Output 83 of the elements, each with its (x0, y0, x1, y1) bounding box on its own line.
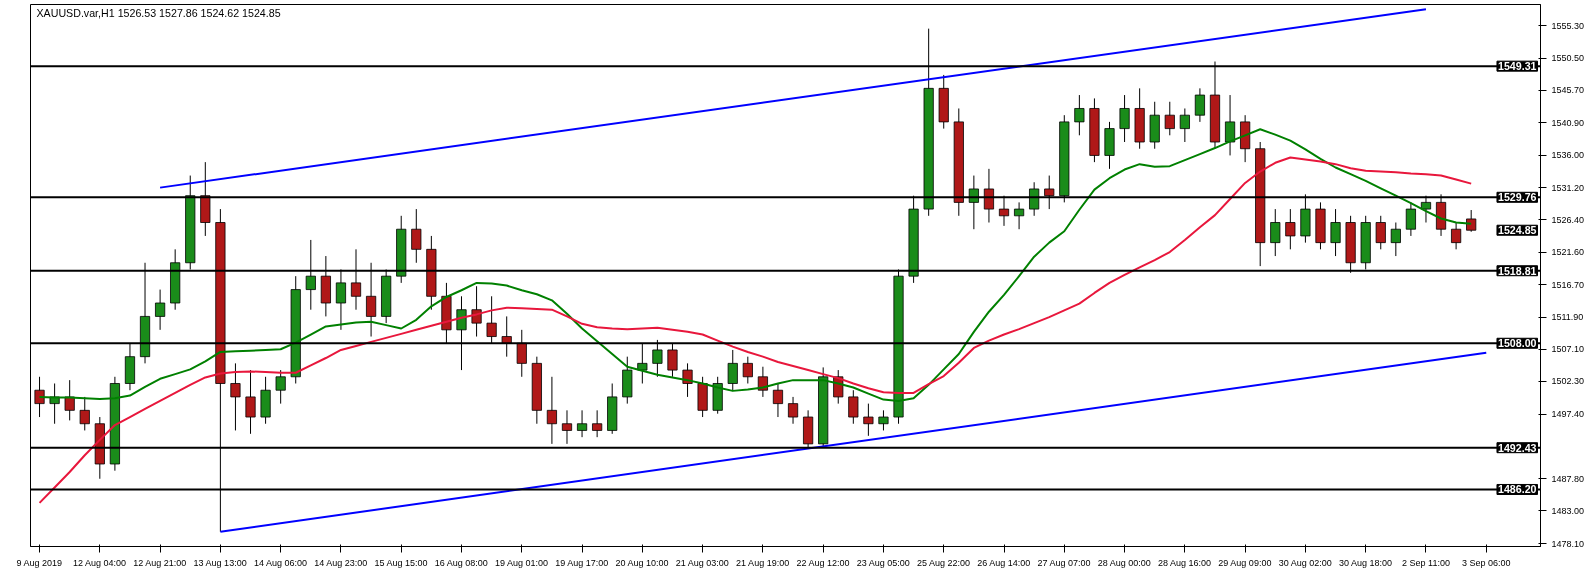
y-tick-label: 1483.00 (1551, 505, 1585, 516)
y-tick-label: 1497.40 (1551, 409, 1585, 420)
y-tick-label: 1531.20 (1551, 182, 1585, 193)
ref-line-label: 1492.43 (1497, 441, 1537, 454)
x-tick-label: 14 Aug 23:00 (314, 557, 368, 568)
x-tick-label: 21 Aug 19:00 (736, 557, 790, 568)
candlestick (1119, 94, 1130, 143)
x-tick-label: 28 Aug 16:00 (1158, 557, 1212, 568)
candlestick (727, 349, 738, 391)
x-tick-label: 30 Aug 18:00 (1338, 557, 1392, 568)
y-tick-label: 1526.40 (1551, 214, 1585, 225)
x-tick-label: 14 Aug 06:00 (253, 557, 307, 568)
candlestick (1270, 208, 1281, 257)
y-tick-label: 1502.30 (1551, 376, 1585, 387)
candlestick (1330, 208, 1341, 257)
x-tick-label: 30 Aug 02:00 (1278, 557, 1332, 568)
candlestick (787, 396, 799, 425)
y-tick-label: 1540.90 (1551, 117, 1585, 128)
y-tick-label: 1507.10 (1551, 344, 1585, 355)
candlestick (592, 409, 603, 438)
candlestick (848, 389, 859, 425)
candlestick (245, 369, 256, 435)
x-tick-label: 15 Aug 15:00 (374, 557, 428, 568)
ref-line-label: 1529.76 (1497, 191, 1537, 204)
ref-line-label: 1549.31 (1497, 60, 1537, 73)
candlestick (1014, 201, 1025, 230)
x-tick-label: 9 Aug 2019 (16, 557, 63, 568)
x-tick-label: 19 Aug 17:00 (555, 557, 609, 568)
y-tick-label: 1487.80 (1551, 473, 1585, 484)
candlestick (742, 356, 753, 384)
candlestick (1164, 101, 1175, 136)
x-tick-label: 29 Aug 09:00 (1218, 557, 1272, 568)
x-tick-label: 28 Aug 00:00 (1097, 557, 1151, 568)
ref-line-label: 1486.20 (1497, 483, 1537, 496)
x-tick-label: 12 Aug 04:00 (73, 557, 127, 568)
y-tick-label: 1536.00 (1551, 150, 1585, 161)
candlestick (1285, 208, 1296, 250)
y-tick-label: 1516.70 (1551, 279, 1585, 290)
x-tick-label: 21 Aug 03:00 (675, 557, 729, 568)
x-tick-label: 22 Aug 12:00 (796, 557, 850, 568)
y-tick-label: 1550.50 (1551, 53, 1585, 64)
x-tick-label: 20 Aug 10:00 (615, 557, 669, 568)
x-tick-label: 13 Aug 13:00 (193, 557, 247, 568)
x-tick-label: 16 Aug 08:00 (434, 557, 488, 568)
y-tick-label: 1511.90 (1551, 312, 1584, 323)
x-tick-label: 23 Aug 05:00 (856, 557, 910, 568)
candlestick (878, 409, 889, 431)
candlestick (546, 376, 557, 445)
y-tick-label: 1521.60 (1551, 247, 1585, 258)
candlestick (1405, 201, 1416, 237)
x-tick-label: 26 Aug 14:00 (977, 557, 1031, 568)
chart-title: XAUUSD.var,H1 1526.53 1527.86 1524.62 1524.85 (36, 6, 281, 19)
candlestick (1179, 107, 1190, 143)
candlestick (561, 409, 573, 445)
candlestick (1074, 94, 1085, 136)
line-series (38, 156, 1473, 504)
candlestick (772, 383, 784, 418)
candlestick (230, 362, 241, 431)
x-tick-label: 27 Aug 07:00 (1037, 557, 1091, 568)
x-tick-label: 12 Aug 21:00 (133, 557, 187, 568)
candlestick (79, 396, 90, 431)
candlestick (1375, 215, 1386, 250)
ref-line-label: 1518.81 (1497, 264, 1537, 277)
x-tick-label: 2 Sep 11:00 (1402, 557, 1450, 568)
x-tick-label: 25 Aug 22:00 (916, 557, 971, 568)
candlestick (411, 208, 422, 264)
candlestick (1224, 94, 1236, 156)
candlestick (1466, 209, 1477, 233)
candlestick (1451, 222, 1462, 250)
candlestick (576, 409, 588, 438)
candlestick (1390, 222, 1401, 257)
ref-line-label: 1508.00 (1497, 337, 1537, 350)
candlestick (155, 289, 166, 331)
text: 1524.85 (1497, 224, 1537, 237)
y-tick-label: 1555.30 (1551, 20, 1585, 31)
candlestick (34, 376, 45, 418)
y-tick-label: 1478.10 (1551, 538, 1585, 549)
candlestick (1194, 87, 1205, 123)
x-tick-label: 19 Aug 01:00 (495, 557, 549, 568)
candlestick (863, 403, 874, 437)
x-tick-label: 3 Sep 06:00 (1461, 557, 1511, 568)
candlestick (275, 369, 286, 405)
y-tick-label: 1545.70 (1551, 85, 1585, 96)
